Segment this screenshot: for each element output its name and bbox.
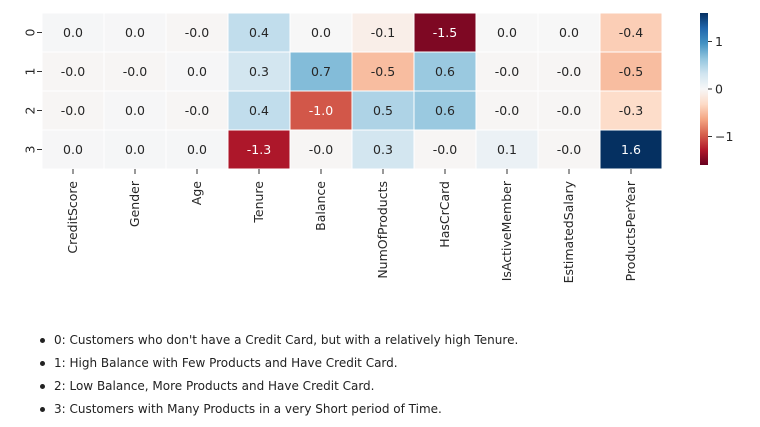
- heatmap-cell-r0-c9: [599, 12, 663, 53]
- heatmap-cell-label: 0.0: [63, 25, 83, 40]
- heatmap-cell-label: -0.0: [185, 103, 209, 118]
- heatmap-cell-r3-c9: [599, 129, 663, 170]
- column-tick-labels: CreditScore Gender Age Tenure Balance NumOfPr…: [65, 169, 638, 283]
- heatmap-cells: 0.0 0.0 -0.0 0.4 0.0 -0.1 -1.5 0.0 0.0 -0.4 -0.0 -0…: [41, 12, 663, 170]
- cluster-note-1: 1: High Balance with Few Products and Ha…: [40, 353, 518, 376]
- column-tick-label: HasCrCard: [437, 181, 452, 248]
- heatmap-cell-label: 0.0: [125, 25, 145, 40]
- heatmap-cell-label: -0.5: [371, 64, 395, 79]
- column-tick-label: EstimatedSalary: [561, 180, 576, 283]
- column-tick-label: CreditScore: [65, 181, 80, 254]
- heatmap-cell-label: 0.7: [311, 64, 331, 79]
- heatmap-cell-label: -0.0: [61, 64, 85, 79]
- heatmap-cell-label: 0.0: [497, 25, 517, 40]
- heatmap-cell-r1-c9: [599, 51, 663, 92]
- heatmap-cell-r0-c2: [165, 12, 229, 53]
- heatmap-cell-label: 1.6: [621, 142, 641, 157]
- colorbar: 1 0 −1: [700, 13, 733, 165]
- heatmap-cell-r1-c7: [475, 51, 539, 92]
- row-tick-label: 3: [23, 146, 38, 154]
- heatmap-cell-label: -0.0: [557, 103, 581, 118]
- heatmap-cell-r1-c8: [537, 51, 601, 92]
- column-tick-label: Age: [189, 181, 204, 205]
- heatmap-cell-label: -0.0: [433, 142, 457, 157]
- heatmap-cell-label: -1.5: [433, 25, 457, 40]
- heatmap-cell-label: 0.0: [311, 25, 331, 40]
- heatmap-cell-label: -0.0: [557, 142, 581, 157]
- cluster-note-0: 0: Customers who don't have a Credit Car…: [40, 330, 518, 353]
- column-tick-label: NumOfProducts: [375, 181, 390, 279]
- heatmap-cell-r3-c6: [413, 129, 477, 170]
- heatmap-cell-r0-c0: [41, 12, 105, 53]
- heatmap-cell-label: -0.0: [309, 142, 333, 157]
- heatmap-cell-r2-c2: [165, 90, 229, 131]
- colorbar-gradient: [700, 13, 708, 165]
- heatmap-cell-label: 0.0: [125, 142, 145, 157]
- heatmap-cell-label: -0.1: [371, 25, 395, 40]
- heatmap-cell-label: 0.3: [373, 142, 393, 157]
- heatmap-cell-label: 0.4: [249, 103, 269, 118]
- row-tick-labels: 0 1 2 3: [23, 28, 42, 154]
- cluster-note-3: 3: Customers with Many Products in a ver…: [40, 399, 518, 422]
- heatmap-cell-r2-c9: [599, 90, 663, 131]
- row-tick-label: 2: [23, 107, 38, 115]
- heatmap-cell-label: -1.3: [247, 142, 271, 157]
- heatmap-cell-r3-c8: [537, 129, 601, 170]
- heatmap-cell-label: -0.3: [619, 103, 643, 118]
- heatmap-cell-r2-c7: [475, 90, 539, 131]
- heatmap-cell-label: 0.0: [125, 103, 145, 118]
- heatmap-cell-label: 0.6: [435, 103, 455, 118]
- column-tick-label: Balance: [313, 181, 328, 231]
- row-tick-label: 0: [23, 28, 38, 36]
- heatmap-cell-label: -0.0: [123, 64, 147, 79]
- heatmap-cell-label: 0.1: [497, 142, 517, 157]
- heatmap-cell-label: -0.0: [495, 64, 519, 79]
- heatmap-cell-label: 0.0: [63, 142, 83, 157]
- heatmap-cell-label: 0.3: [249, 64, 269, 79]
- heatmap-cell-r3-c0: [41, 129, 105, 170]
- column-tick-label: IsActiveMember: [499, 180, 514, 281]
- colorbar-tick-label: 0: [715, 82, 723, 97]
- heatmap-cell-label: -0.5: [619, 64, 643, 79]
- heatmap-cell-label: 0.0: [559, 25, 579, 40]
- heatmap-cell-r1-c3: [227, 51, 291, 92]
- heatmap-cell-label: 0.5: [373, 103, 393, 118]
- colorbar-tick-label: −1: [715, 129, 733, 144]
- heatmap-cell-r2-c6: [413, 90, 477, 131]
- cluster-note-2: 2: Low Balance, More Products and Have C…: [40, 376, 518, 399]
- heatmap-cell-r0-c1: [103, 12, 167, 53]
- heatmap-cell-label: 0.4: [249, 25, 269, 40]
- cluster-heatmap: 0.0 0.0 -0.0 0.4 0.0 -0.1 -1.5 0.0 0.0 -0.4 -0.0 -0…: [23, 12, 733, 283]
- column-tick-label: Tenure: [251, 181, 266, 224]
- column-tick-label: Gender: [127, 180, 142, 227]
- heatmap-cell-r2-c1: [103, 90, 167, 131]
- heatmap-cell-label: 0.0: [187, 142, 207, 157]
- heatmap-cell-r0-c7: [475, 12, 539, 53]
- heatmap-cell-label: -0.4: [619, 25, 643, 40]
- heatmap-cell-label: -1.0: [309, 103, 333, 118]
- heatmap-cell-label: -0.0: [61, 103, 85, 118]
- heatmap-cell-r1-c6: [413, 51, 477, 92]
- heatmap-cell-r1-c1: [103, 51, 167, 92]
- heatmap-cell-r2-c8: [537, 90, 601, 131]
- colorbar-tick-label: 1: [715, 34, 723, 49]
- heatmap-cell-label: -0.0: [557, 64, 581, 79]
- heatmap-cell-label: -0.0: [495, 103, 519, 118]
- column-tick-label: ProductsPerYear: [623, 180, 638, 281]
- heatmap-cell-label: 0.6: [435, 64, 455, 79]
- heatmap-cell-r3-c5: [351, 129, 415, 170]
- heatmap-cell-label: -0.0: [185, 25, 209, 40]
- heatmap-cell-r2-c0: [41, 90, 105, 131]
- heatmap-cell-r0-c5: [351, 12, 415, 53]
- cluster-notes: 0: Customers who don't have a Credit Car…: [40, 330, 518, 422]
- heatmap-cell-r1-c5: [351, 51, 415, 92]
- row-tick-label: 1: [23, 68, 38, 76]
- heatmap-cell-label: 0.0: [187, 64, 207, 79]
